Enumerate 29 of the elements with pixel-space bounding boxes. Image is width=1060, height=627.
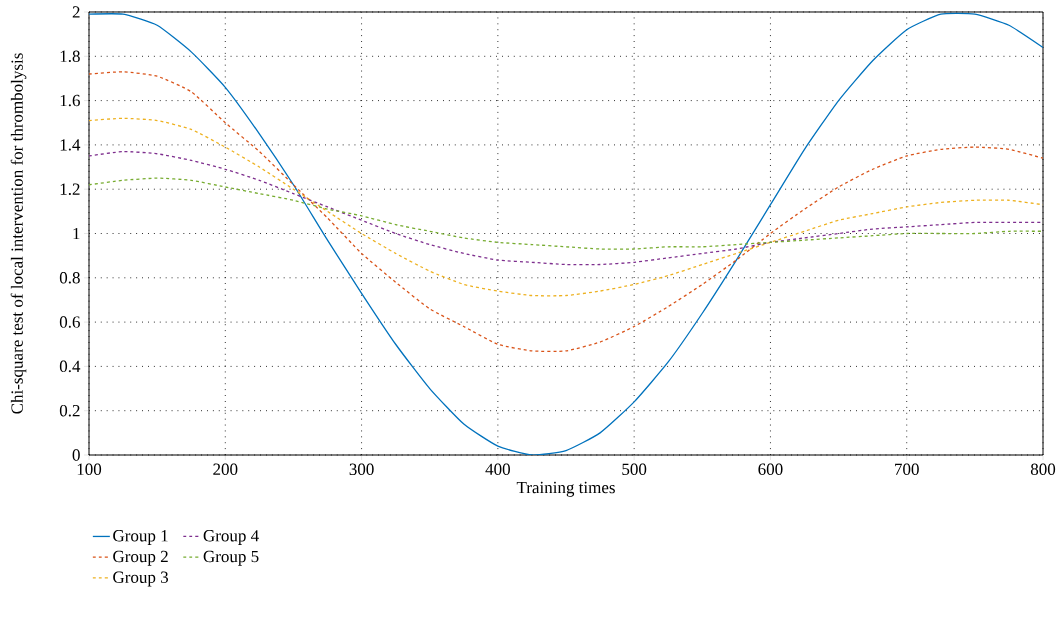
y-tick-label: 2 <box>72 6 80 18</box>
line-series <box>89 71 1044 353</box>
y-tick-label: 1.6 <box>60 94 80 107</box>
legend-label: Group 3 <box>113 571 169 587</box>
y-tick-label: 0.4 <box>59 360 81 373</box>
y-tick-label: 1 <box>73 227 80 240</box>
line-series <box>89 177 1044 250</box>
x-tick-label: 800 <box>1030 463 1056 475</box>
x-tick-label: 300 <box>349 463 374 475</box>
y-tick-label: 0 <box>72 449 80 461</box>
line-series <box>89 12 1044 455</box>
x-tick-label: 600 <box>758 463 783 475</box>
y-tick-label: 1.2 <box>60 183 80 195</box>
y-axis-title: Chi-square test of local intervention for thrombolysis <box>10 53 27 414</box>
x-axis-title: Training times <box>516 481 615 497</box>
y-tick-label: 0.6 <box>59 316 80 328</box>
legend-label: Group 5 <box>203 550 259 566</box>
legend-label: Group 2 <box>113 550 168 566</box>
y-tick-label: 0.2 <box>59 404 80 417</box>
y-tick-label: 0.8 <box>59 272 80 284</box>
x-tick-label: 400 <box>485 463 510 475</box>
legend-label: Group 1 <box>113 530 168 545</box>
x-tick-label: 700 <box>895 463 919 475</box>
legend-label: Group 4 <box>203 530 259 545</box>
y-tick-label: 1.8 <box>60 50 80 63</box>
x-tick-label: 500 <box>622 463 647 475</box>
x-tick-label: 200 <box>213 463 238 475</box>
y-tick-label: 1.4 <box>60 139 81 151</box>
x-tick-label: 100 <box>77 463 102 475</box>
